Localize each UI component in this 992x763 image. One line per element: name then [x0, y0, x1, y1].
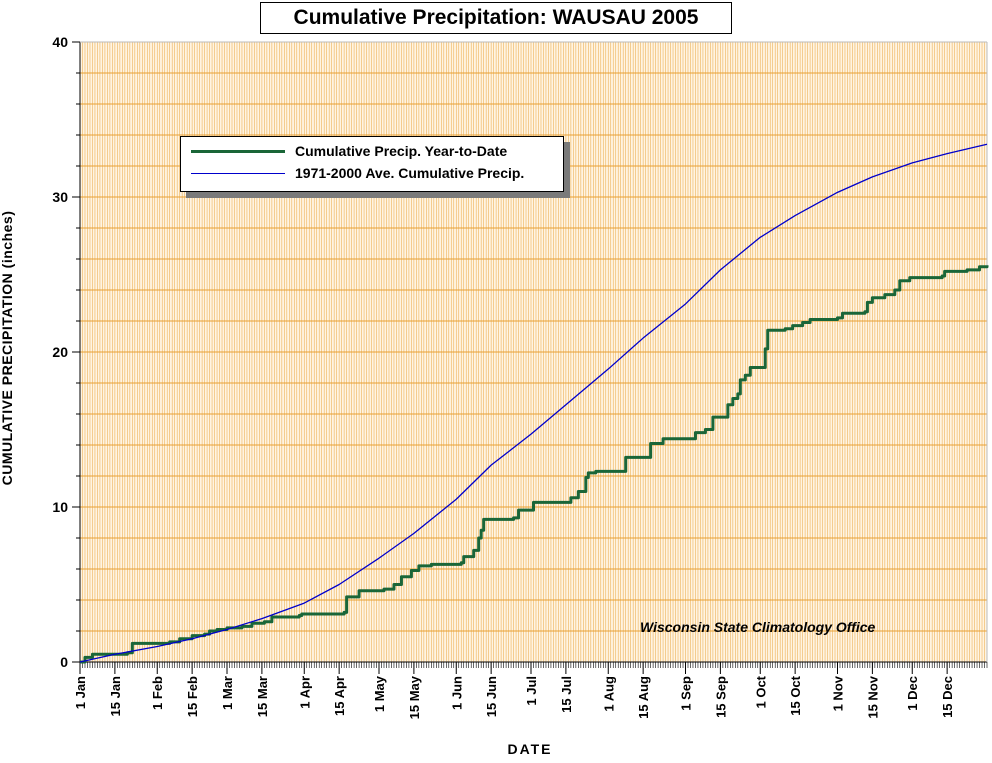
- horizontal-gridlines: [80, 72, 987, 632]
- legend-item-ytd: Cumulative Precip. Year-to-Date: [181, 141, 507, 161]
- legend-label-average: 1971-2000 Ave. Cumulative Precip.: [295, 165, 525, 181]
- chart-title: Cumulative Precipitation: WAUSAU 2005: [260, 2, 732, 34]
- x-tick-label: 1 Dec: [905, 676, 920, 711]
- series-line-ytd: [80, 265, 989, 664]
- x-tick-label: 1 Jul: [524, 676, 539, 706]
- x-tick-label: 15 Mar: [255, 676, 270, 717]
- y-tick-label: 20: [52, 344, 68, 360]
- x-tick-label: 1 Aug: [601, 676, 616, 712]
- x-tick-label: 1 Nov: [831, 675, 846, 711]
- legend: Cumulative Precip. Year-to-Date 1971-200…: [180, 136, 564, 192]
- x-tick-label: 1 Sep: [679, 676, 694, 711]
- x-tick-label: 15 Jan: [108, 676, 123, 717]
- x-tick-label: 15 Apr: [332, 676, 347, 716]
- y-tick-label: 30: [52, 189, 68, 205]
- x-tick-label: 1 Oct: [753, 675, 768, 708]
- x-axis-label: DATE: [507, 741, 553, 757]
- legend-label-ytd: Cumulative Precip. Year-to-Date: [295, 143, 508, 159]
- legend-item-average: 1971-2000 Ave. Cumulative Precip.: [181, 163, 524, 183]
- x-tick-label: 15 Feb: [185, 676, 200, 717]
- y-tick-label: 10: [52, 499, 68, 515]
- x-tick-label: 15 Dec: [940, 676, 955, 718]
- x-tick-label: 1 Feb: [150, 676, 165, 710]
- y-axis-label: CUMULATIVE PRECIPITATION (inches): [0, 210, 15, 486]
- x-tick-label: 1 Jun: [449, 676, 464, 710]
- series-layer: [79, 143, 989, 664]
- x-tick-label: 15 Jun: [484, 676, 499, 717]
- source-annotation: Wisconsin State Climatology Office: [640, 619, 876, 635]
- x-axis-ticks: 1 Jan 15 Jan 1 Feb 15 Feb 1 Mar 15 Mar 1 Apr 15…: [73, 662, 988, 719]
- legend-swatch-ytd: [191, 149, 285, 153]
- x-tick-label: 15 Jul: [559, 676, 574, 713]
- x-tick-label: 1 Jan: [73, 676, 88, 709]
- x-tick-label: 15 Aug: [636, 676, 651, 719]
- legend-swatch-average: [191, 172, 285, 174]
- series-line-average: [79, 143, 988, 663]
- x-tick-label: 15 Oct: [788, 675, 803, 715]
- x-tick-label: 15 Nov: [865, 675, 880, 718]
- x-tick-label: 15 Sep: [713, 676, 728, 718]
- y-tick-label: 40: [52, 34, 68, 50]
- x-tick-label: 15 May: [407, 675, 422, 719]
- x-tick-label: 1 May: [372, 675, 387, 712]
- x-tick-label: 1 Apr: [297, 676, 312, 709]
- y-tick-label: 0: [60, 654, 68, 670]
- y-axis-ticks: 0 10 20 30 40: [52, 34, 80, 670]
- x-tick-label: 1 Mar: [220, 676, 235, 710]
